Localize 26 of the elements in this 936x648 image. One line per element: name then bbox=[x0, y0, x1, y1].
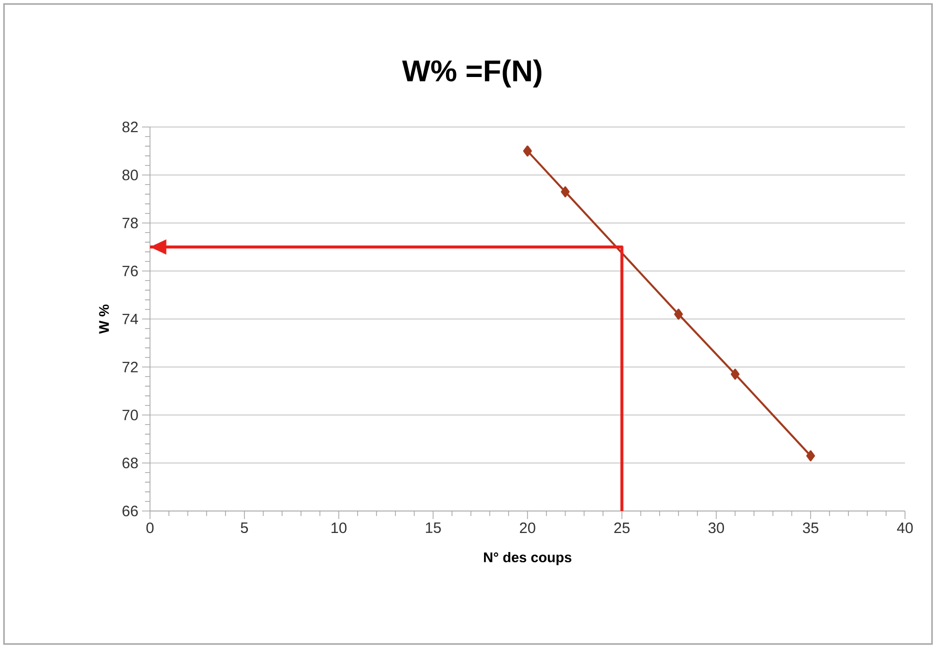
x-axis-title: N° des coups bbox=[484, 552, 572, 566]
chart-title: W% =F(N) bbox=[402, 60, 542, 88]
point bbox=[523, 145, 532, 156]
point bbox=[674, 308, 683, 320]
x-tick-label: 0 bbox=[146, 522, 154, 534]
point bbox=[560, 186, 570, 198]
y-tick-label: 80 bbox=[122, 170, 138, 180]
y-tick-label: 76 bbox=[122, 266, 138, 276]
point bbox=[730, 368, 740, 380]
y-tick-label: 66 bbox=[122, 506, 138, 516]
x-tick-label: 30 bbox=[708, 522, 724, 534]
y-tick-label: 68 bbox=[122, 458, 138, 468]
y-tick-label: 78 bbox=[122, 218, 138, 228]
x-tick-label: 15 bbox=[426, 522, 441, 533]
x-tick-label: 25 bbox=[614, 522, 630, 534]
x-tick-label: 35 bbox=[802, 522, 818, 534]
x-tick-label: 40 bbox=[897, 522, 913, 534]
x-tick-label: 20 bbox=[520, 522, 536, 534]
x-tick-label: 10 bbox=[332, 522, 346, 534]
y-tick-label: 82 bbox=[122, 122, 138, 132]
x-tick-label: 5 bbox=[240, 522, 248, 533]
point bbox=[806, 450, 816, 462]
y-tick-label: 74 bbox=[122, 314, 138, 324]
y-axis-title: W % bbox=[99, 304, 109, 334]
y-tick-label: 72 bbox=[122, 362, 138, 372]
y-tick-label: 70 bbox=[122, 410, 138, 420]
